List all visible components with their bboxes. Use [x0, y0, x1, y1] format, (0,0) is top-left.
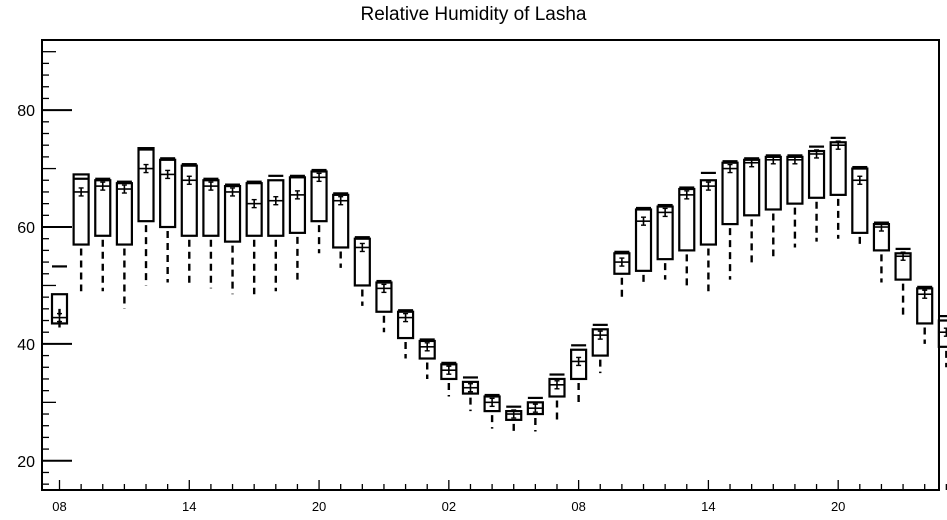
box-item — [570, 344, 588, 403]
box-item — [310, 168, 328, 254]
chart-title: Relative Humidity of Lasha — [360, 4, 587, 25]
box-item — [288, 174, 307, 280]
x-tick-label: 20 — [831, 499, 845, 514]
x-tick-label: 08 — [52, 499, 66, 514]
box-item — [764, 154, 782, 257]
x-tick-label: 14 — [182, 499, 196, 514]
box-item — [332, 192, 350, 268]
box-body — [916, 287, 934, 325]
box-item — [440, 361, 458, 397]
box-item — [526, 396, 544, 432]
box-body — [353, 237, 371, 287]
box-item — [721, 160, 739, 280]
x-tick-label: 08 — [571, 499, 585, 514]
boxes — [50, 136, 947, 435]
box-body — [310, 170, 328, 223]
box-body — [396, 310, 415, 340]
box-body — [656, 205, 674, 261]
box-item — [245, 180, 263, 295]
box-item — [267, 174, 285, 292]
box-body — [50, 293, 69, 325]
box-item — [743, 157, 761, 265]
box-item — [894, 247, 912, 315]
box-body — [699, 179, 718, 246]
box-item — [591, 323, 609, 374]
box-item — [699, 171, 718, 292]
box-item — [829, 136, 847, 239]
box-body — [418, 339, 436, 360]
y-tick-label: 80 — [17, 103, 35, 120]
box-body — [159, 158, 177, 229]
box-body — [829, 141, 847, 196]
x-tick-label: 02 — [442, 499, 456, 514]
box-body — [764, 155, 782, 211]
box-item — [50, 265, 69, 328]
box-item — [375, 279, 393, 333]
box-item — [916, 285, 934, 344]
box-item — [396, 309, 415, 359]
x-tick-label: 14 — [701, 499, 715, 514]
y-tick-label: 20 — [17, 454, 35, 471]
box-item — [202, 177, 220, 289]
box-body — [613, 252, 631, 275]
y-tick-label: 60 — [17, 220, 35, 237]
box-body — [440, 363, 458, 381]
box-body — [375, 281, 393, 313]
box-item — [115, 180, 133, 309]
box-item — [418, 338, 436, 379]
box-item — [72, 173, 90, 292]
box-body — [245, 182, 263, 237]
box-item — [851, 165, 869, 248]
box-item — [634, 206, 653, 286]
box-item — [94, 177, 112, 292]
box-item — [483, 393, 501, 429]
y-tick-label: 40 — [17, 337, 35, 354]
box-body — [570, 348, 588, 381]
x-axis: 081420020814200208 — [52, 480, 947, 514]
box-body — [678, 187, 696, 252]
box-body — [483, 395, 501, 413]
box-body — [137, 147, 155, 223]
box-item — [461, 376, 480, 412]
x-tick-label: 20 — [312, 499, 326, 514]
box-item — [872, 221, 891, 283]
box-item — [180, 163, 198, 286]
box-item — [937, 314, 947, 368]
box-body — [851, 167, 869, 234]
box-item — [353, 236, 371, 306]
box-body — [94, 179, 112, 237]
plot-frame — [41, 39, 940, 491]
box-body — [743, 158, 761, 217]
box-body — [332, 193, 350, 249]
box-item — [223, 183, 242, 295]
box-body — [115, 182, 133, 246]
box-body — [267, 179, 285, 237]
box-item — [786, 154, 804, 248]
box-item — [159, 157, 177, 283]
box-item — [613, 250, 631, 298]
box-body — [634, 208, 653, 272]
box-body — [72, 173, 90, 246]
box-body — [721, 161, 739, 226]
box-body — [548, 377, 566, 398]
plot-border — [41, 39, 940, 491]
box-item — [505, 405, 523, 435]
box-item — [807, 145, 826, 242]
box-body — [288, 176, 307, 234]
box-item — [678, 186, 696, 289]
box-body — [202, 179, 220, 237]
box-body — [180, 164, 198, 237]
box-body — [591, 328, 609, 357]
box-item — [548, 373, 566, 420]
y-axis: 20 40 60 80 — [17, 51, 72, 485]
box-body — [223, 185, 242, 243]
box-item — [656, 203, 674, 280]
box-body — [937, 319, 947, 348]
box-item — [137, 147, 155, 286]
